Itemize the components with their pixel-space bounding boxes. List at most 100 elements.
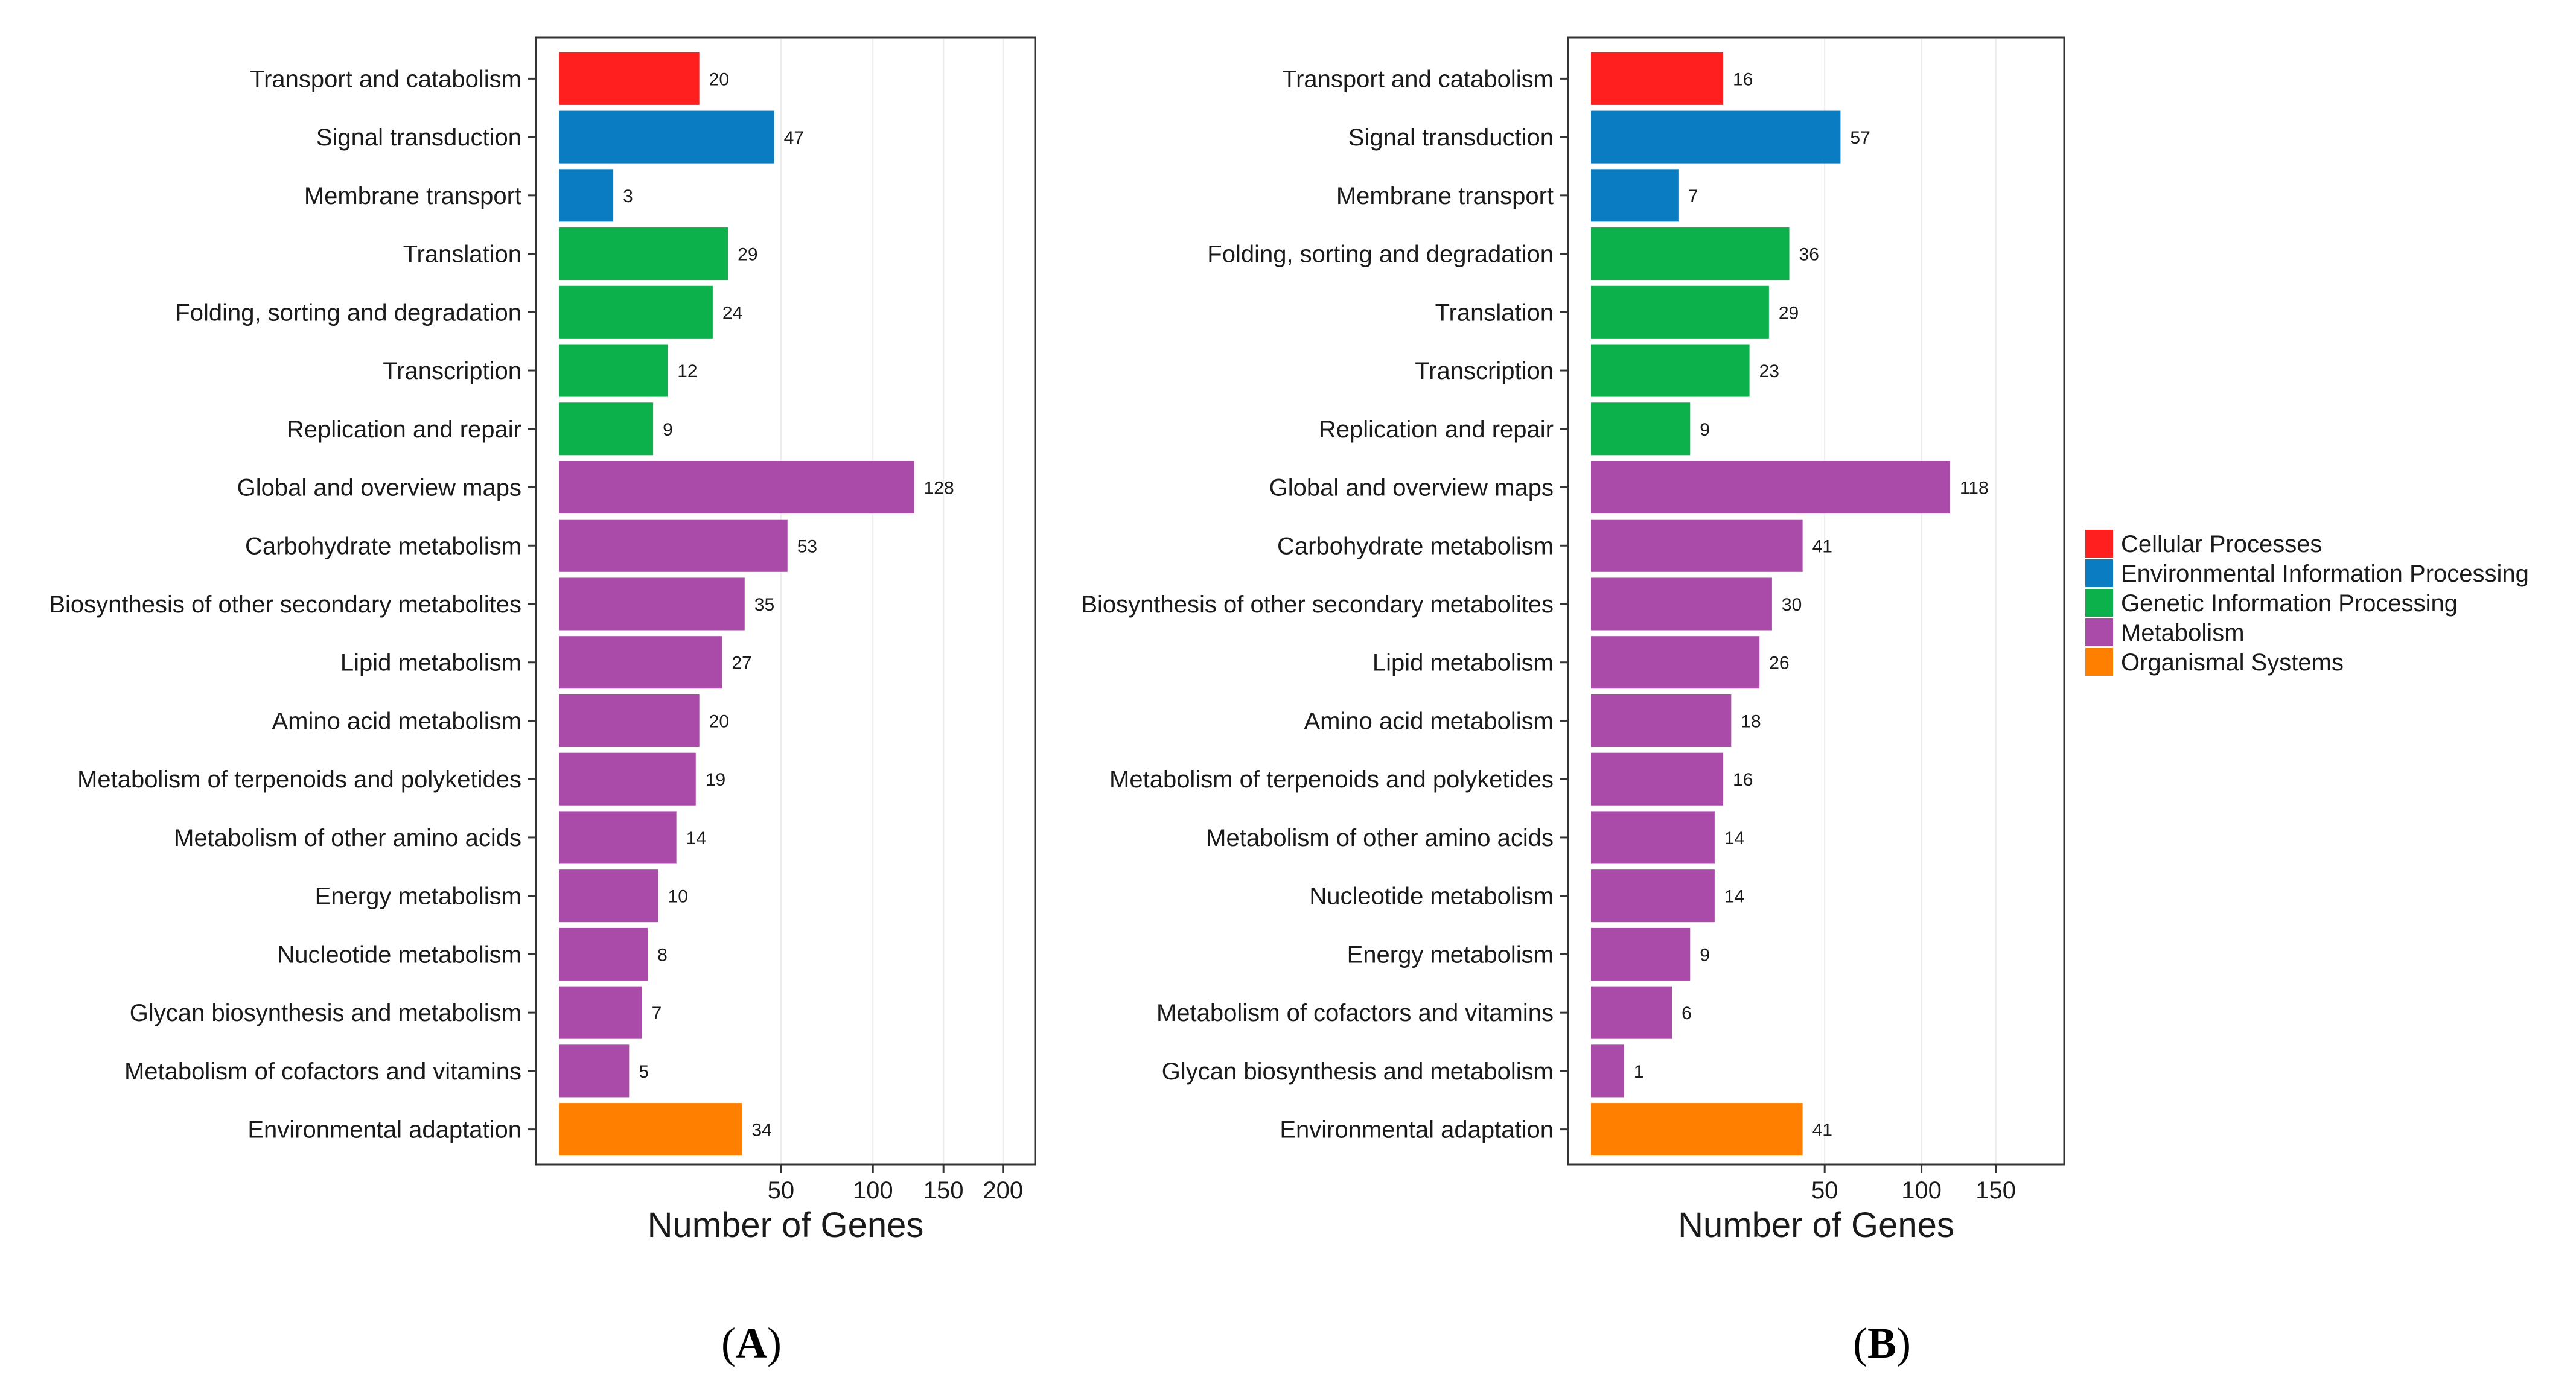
value-label-b-biosynthesis-of-other-secondary-metabolites: 30 xyxy=(1782,595,1802,615)
legend-swatch-genetic-information-processing xyxy=(2085,589,2113,617)
value-label-a-membrane-transport: 3 xyxy=(623,186,633,206)
value-label-a-signal-transduction: 47 xyxy=(784,128,804,148)
category-label-a-lipid-metabolism: Lipid metabolism xyxy=(340,650,521,676)
value-label-b-transcription: 23 xyxy=(1759,361,1779,381)
chart-panel-a: 20 Transport and catabolism 47 Signal trans… xyxy=(49,36,1036,1245)
category-label-b-biosynthesis-of-other-secondary-metabolites: Biosynthesis of other secondary metaboli… xyxy=(1081,591,1554,618)
bar-b-signal-transduction xyxy=(1591,110,1841,164)
bar-b-metabolism-of-other-amino-acids xyxy=(1591,811,1715,864)
x-tick-label-b-150: 150 xyxy=(1975,1177,2016,1204)
bar-a-translation xyxy=(559,227,728,281)
value-label-b-replication-and-repair: 9 xyxy=(1700,420,1710,440)
bar-b-nucleotide-metabolism xyxy=(1591,869,1715,923)
bar-a-carbohydrate-metabolism xyxy=(559,519,788,572)
value-label-b-metabolism-of-terpenoids-and-polyketides: 16 xyxy=(1733,770,1753,790)
bar-b-amino-acid-metabolism xyxy=(1591,694,1732,748)
bar-a-folding-sorting-and-degradation xyxy=(559,285,713,339)
category-label-a-metabolism-of-cofactors-and-vitamins: Metabolism of cofactors and vitamins xyxy=(124,1058,521,1085)
bar-a-lipid-metabolism xyxy=(559,636,722,689)
bar-b-folding-sorting-and-degradation xyxy=(1591,227,1790,281)
value-label-a-glycan-biosynthesis-and-metabolism: 7 xyxy=(652,1003,662,1023)
category-label-a-signal-transduction: Signal transduction xyxy=(316,124,521,151)
value-label-a-metabolism-of-terpenoids-and-polyketides: 19 xyxy=(706,770,725,790)
category-label-b-environmental-adaptation: Environmental adaptation xyxy=(1280,1117,1554,1143)
category-label-b-global-and-overview-maps: Global and overview maps xyxy=(1269,475,1554,501)
bar-a-energy-metabolism xyxy=(559,869,658,923)
legend: Cellular Processes Environmental Informat… xyxy=(2085,530,2529,676)
panel-label-b: (B) xyxy=(1853,1319,1911,1367)
value-label-a-replication-and-repair: 9 xyxy=(663,420,673,440)
bar-a-nucleotide-metabolism xyxy=(559,927,648,981)
value-label-a-folding-sorting-and-degradation: 24 xyxy=(722,303,742,323)
x-axis-title-b: Number of Genes xyxy=(1678,1206,1954,1245)
value-label-b-metabolism-of-other-amino-acids: 14 xyxy=(1724,828,1744,848)
bar-b-translation xyxy=(1591,285,1769,339)
category-label-a-global-and-overview-maps: Global and overview maps xyxy=(237,475,521,501)
category-label-a-energy-metabolism: Energy metabolism xyxy=(315,883,521,910)
category-label-a-glycan-biosynthesis-and-metabolism: Glycan biosynthesis and metabolism xyxy=(130,1000,521,1026)
category-label-a-translation: Translation xyxy=(403,241,521,268)
category-label-a-metabolism-of-other-amino-acids: Metabolism of other amino acids xyxy=(174,825,521,851)
value-label-b-environmental-adaptation: 41 xyxy=(1812,1120,1832,1140)
category-label-b-energy-metabolism: Energy metabolism xyxy=(1347,941,1554,968)
panel-label-a: (A) xyxy=(721,1319,782,1367)
value-label-a-transport-and-catabolism: 20 xyxy=(709,69,729,89)
x-tick-label-a-50: 50 xyxy=(768,1177,795,1204)
bar-a-glycan-biosynthesis-and-metabolism xyxy=(559,986,642,1039)
category-label-a-carbohydrate-metabolism: Carbohydrate metabolism xyxy=(245,533,521,559)
bar-b-transcription xyxy=(1591,344,1750,397)
x-tick-label-a-200: 200 xyxy=(983,1177,1023,1204)
category-label-a-biosynthesis-of-other-secondary-metabolites: Biosynthesis of other secondary metaboli… xyxy=(49,591,521,618)
bar-b-biosynthesis-of-other-secondary-metabolites xyxy=(1591,577,1772,631)
bar-a-biosynthesis-of-other-secondary-metabolites xyxy=(559,577,745,631)
category-label-b-replication-and-repair: Replication and repair xyxy=(1319,416,1554,443)
bar-b-replication-and-repair xyxy=(1591,402,1691,456)
bar-a-global-and-overview-maps xyxy=(559,460,914,514)
category-label-b-carbohydrate-metabolism: Carbohydrate metabolism xyxy=(1277,533,1554,559)
category-label-b-membrane-transport: Membrane transport xyxy=(1336,183,1554,209)
category-label-a-transcription: Transcription xyxy=(383,358,521,384)
value-label-a-transcription: 12 xyxy=(677,361,697,381)
bar-b-global-and-overview-maps xyxy=(1591,460,1950,514)
category-label-a-transport-and-catabolism: Transport and catabolism xyxy=(250,66,521,92)
value-label-b-glycan-biosynthesis-and-metabolism: 1 xyxy=(1634,1062,1644,1082)
bar-b-energy-metabolism xyxy=(1591,927,1691,981)
value-label-a-nucleotide-metabolism: 8 xyxy=(657,945,668,965)
category-label-b-metabolism-of-terpenoids-and-polyketides: Metabolism of terpenoids and polyketides xyxy=(1109,766,1554,793)
value-label-b-membrane-transport: 7 xyxy=(1688,186,1698,206)
value-label-a-metabolism-of-other-amino-acids: 14 xyxy=(686,828,706,848)
bar-a-transcription xyxy=(559,344,668,397)
value-label-b-lipid-metabolism: 26 xyxy=(1769,653,1789,673)
value-label-b-carbohydrate-metabolism: 41 xyxy=(1812,536,1832,556)
legend-swatch-organismal-systems xyxy=(2085,648,2113,676)
value-label-a-amino-acid-metabolism: 20 xyxy=(709,711,729,731)
value-label-a-energy-metabolism: 10 xyxy=(668,887,688,907)
legend-swatch-environmental-information-processing xyxy=(2085,559,2113,587)
value-label-a-translation: 29 xyxy=(738,245,757,265)
bar-b-glycan-biosynthesis-and-metabolism xyxy=(1591,1044,1624,1098)
value-label-a-biosynthesis-of-other-secondary-metabolites: 35 xyxy=(754,595,774,615)
bar-b-environmental-adaptation xyxy=(1591,1103,1803,1156)
category-label-b-transport-and-catabolism: Transport and catabolism xyxy=(1282,66,1554,92)
value-label-a-global-and-overview-maps: 128 xyxy=(924,478,954,498)
x-tick-label-a-100: 100 xyxy=(853,1177,893,1204)
bar-b-transport-and-catabolism xyxy=(1591,52,1724,105)
x-tick-label-a-150: 150 xyxy=(923,1177,964,1204)
value-label-b-metabolism-of-cofactors-and-vitamins: 6 xyxy=(1682,1003,1692,1023)
legend-label-environmental-information-processing: Environmental Information Processing xyxy=(2121,561,2529,587)
category-label-b-signal-transduction: Signal transduction xyxy=(1348,124,1554,151)
category-label-b-translation: Translation xyxy=(1435,299,1554,326)
value-label-a-carbohydrate-metabolism: 53 xyxy=(797,536,817,556)
bar-b-membrane-transport xyxy=(1591,169,1679,222)
bar-b-metabolism-of-terpenoids-and-polyketides xyxy=(1591,752,1724,806)
category-label-b-glycan-biosynthesis-and-metabolism: Glycan biosynthesis and metabolism xyxy=(1162,1058,1554,1085)
legend-swatch-metabolism xyxy=(2085,618,2113,646)
bar-a-metabolism-of-terpenoids-and-polyketides xyxy=(559,752,696,806)
category-label-a-metabolism-of-terpenoids-and-polyketides: Metabolism of terpenoids and polyketides xyxy=(77,766,521,793)
value-label-b-folding-sorting-and-degradation: 36 xyxy=(1799,245,1819,265)
x-tick-label-b-100: 100 xyxy=(1901,1177,1942,1204)
category-label-b-folding-sorting-and-degradation: Folding, sorting and degradation xyxy=(1207,241,1554,268)
category-label-b-amino-acid-metabolism: Amino acid metabolism xyxy=(1304,708,1554,734)
